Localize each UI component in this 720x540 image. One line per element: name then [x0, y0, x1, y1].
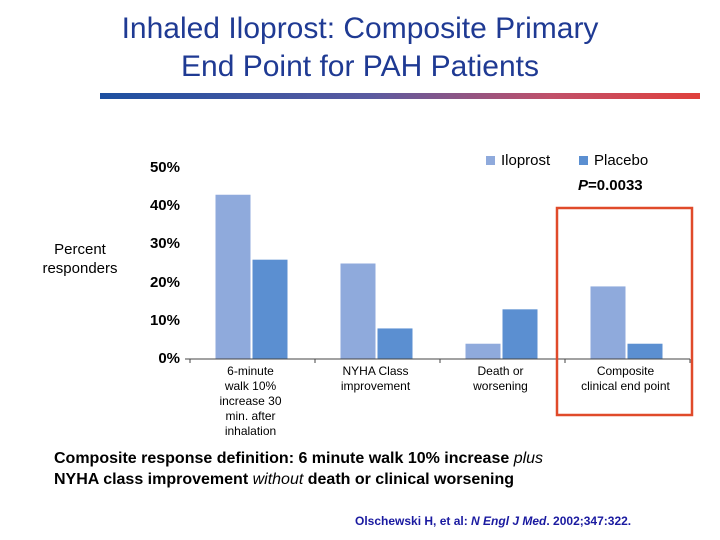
x-category-line: walk 10%	[224, 379, 277, 393]
x-category-line: min. after	[225, 409, 276, 423]
p-value-text: =0.0033	[588, 177, 643, 194]
x-category-line: NYHA Class	[342, 364, 409, 378]
y-tick-label: 50%	[149, 159, 180, 176]
citation: Olschewski H, et al: N Engl J Med. 2002;…	[355, 514, 631, 528]
definition-line-2: NYHA class improvement without death or …	[54, 469, 543, 490]
title-underline-bar	[100, 93, 700, 99]
title-line-2: End Point for PAH Patients	[181, 50, 539, 83]
bar-iloprost-4	[590, 286, 626, 359]
p-value-annotation: P=0.0033	[578, 177, 643, 194]
legend-swatch-placebo	[579, 156, 588, 165]
y-tick-label: 30%	[149, 235, 180, 253]
y-tick-label: 0%	[158, 350, 180, 367]
bar-placebo-2	[377, 328, 413, 359]
definition-text-1: Composite response definition: 6 minute …	[54, 450, 514, 467]
x-category-line: 6-minute	[227, 364, 274, 378]
x-category-line: Death or	[477, 364, 524, 378]
definition-line-1: Composite response definition: 6 minute …	[54, 448, 543, 469]
x-category-label: Composite clinical end point	[561, 364, 691, 394]
bar-iloprost-3	[465, 343, 501, 359]
y-tick-label: 10%	[149, 311, 180, 329]
definition-text-3: death or clinical worsening	[303, 471, 515, 488]
x-category-line: Composite	[596, 364, 655, 378]
definition-plus: plus	[513, 450, 544, 467]
definition-text-2: NYHA class improvement	[54, 471, 253, 488]
legend-label-iloprost: Iloprost	[501, 152, 551, 169]
bar-iloprost-1	[215, 194, 251, 359]
x-category-label: NYHA Class improvement	[326, 364, 426, 394]
x-category-line: worsening	[473, 379, 528, 393]
slide-title: Inhaled Iloprost: Composite Primary End …	[0, 10, 720, 86]
legend-item-iloprost: Iloprost	[486, 152, 550, 169]
x-category-line: improvement	[340, 379, 411, 393]
bar-placebo-4	[627, 343, 663, 359]
y-tick-label: 20%	[149, 273, 180, 291]
definition-without: without	[252, 471, 304, 488]
citation-authors: Olschewski H, et al:	[355, 514, 472, 528]
legend-label-placebo: Placebo	[594, 152, 649, 169]
y-axis-label: Percent responders	[42, 241, 118, 277]
highlight-box	[555, 206, 694, 417]
citation-details: . 2002;347:322.	[546, 514, 632, 528]
x-category-line: clinical end point	[581, 379, 670, 393]
legend-item-placebo: Placebo	[579, 152, 648, 169]
p-value-prefix: P	[578, 177, 589, 194]
bar-iloprost-2	[340, 263, 376, 359]
title-line-1: Inhaled Iloprost: Composite Primary	[121, 12, 599, 45]
composite-definition: Composite response definition: 6 minute …	[54, 448, 543, 490]
y-tick-label: 40%	[149, 197, 180, 215]
x-category-line: inhalation	[224, 424, 277, 438]
legend-swatch-iloprost	[486, 156, 495, 165]
x-category-line: increase 30	[219, 394, 282, 408]
bar-placebo-1	[252, 259, 288, 359]
x-category-label: 6-minute walk 10% increase 30 min. after inh…	[201, 364, 301, 439]
citation-journal: N Engl J Med	[471, 514, 547, 528]
bar-placebo-3	[502, 309, 538, 359]
x-category-label: Death or worsening	[451, 364, 551, 394]
